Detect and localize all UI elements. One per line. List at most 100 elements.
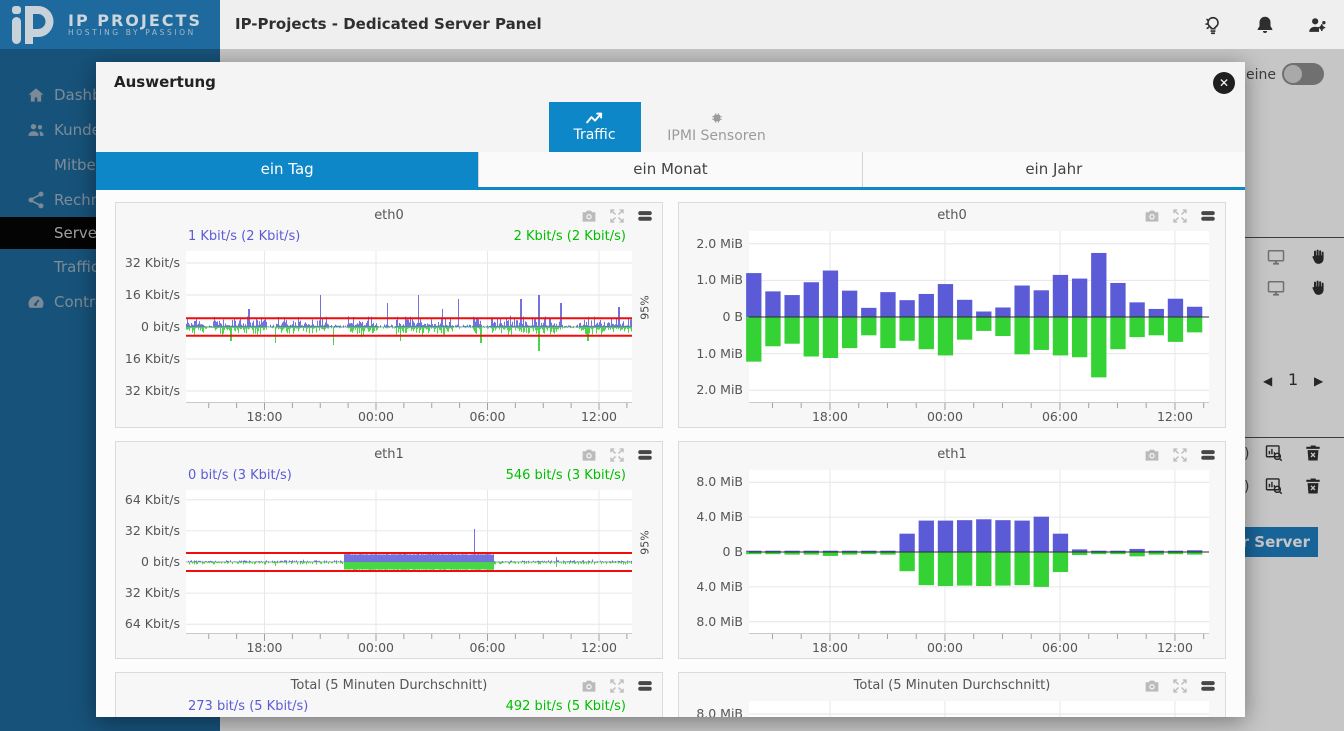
chart-body: 64 Kbit/s32 Kbit/s0 bit/s32 Kbit/s64 Kbi… <box>116 490 662 634</box>
chart-legend: 273 bit/s (5 Kbit/s) 492 bit/s (5 Kbit/s) <box>116 699 662 717</box>
camera-icon[interactable] <box>1143 446 1161 464</box>
chart-plot <box>749 701 1209 717</box>
lightbulb-icon[interactable] <box>1202 14 1224 36</box>
y-tick-label: 32 Kbit/s <box>118 255 180 270</box>
x-tick-label: 06:00 <box>1036 640 1084 655</box>
close-icon[interactable]: ✕ <box>1213 72 1235 94</box>
chart-plot: 18:0000:0006:0012:00 <box>749 231 1209 403</box>
x-tick-label: 00:00 <box>352 640 400 655</box>
camera-icon[interactable] <box>580 207 598 225</box>
percentile-label: 95% <box>639 528 652 558</box>
chart-yaxis: 8.0 MiB4.0 MiB0 B4.0 MiB8.0 MiB <box>679 470 749 634</box>
camera-icon[interactable] <box>1143 207 1161 225</box>
chart-body: 32 Kbit/s16 Kbit/s0 bit/s16 Kbit/s32 Kbi… <box>116 251 662 403</box>
user-settings-icon[interactable] <box>1306 14 1328 36</box>
legend-inbound: 1 Kbit/s (2 Kbit/s) <box>188 229 300 249</box>
chart-panel-header: Total (5 Minuten Durchschnitt) <box>679 673 1225 699</box>
x-tick-label: 12:00 <box>575 640 623 655</box>
chart-body: 2.0 MiB1.0 MiB0 B1.0 MiB2.0 MiB18:0000:0… <box>679 231 1225 403</box>
y-tick-label: 2.0 MiB <box>681 236 743 251</box>
menu-icon[interactable] <box>1199 677 1217 695</box>
x-tick-label: 12:00 <box>1151 640 1199 655</box>
y-tick-label: 8.0 MiB <box>681 706 743 717</box>
chart-legend: 1 Kbit/s (2 Kbit/s) 2 Kbit/s (2 Kbit/s) <box>116 229 662 249</box>
logo-name: IP PROJECTS <box>68 12 202 30</box>
camera-icon[interactable] <box>1143 677 1161 695</box>
x-tick-label: 06:00 <box>1036 409 1084 424</box>
x-tick-label: 06:00 <box>463 640 511 655</box>
modal-header: Auswertung ✕ <box>96 62 1245 102</box>
tab-label: IPMI Sensoren <box>667 128 765 144</box>
menu-icon[interactable] <box>1199 207 1217 225</box>
y-tick-label: 32 Kbit/s <box>118 523 180 538</box>
expand-icon[interactable] <box>608 207 626 225</box>
y-tick-label: 32 Kbit/s <box>118 585 180 600</box>
chart-canvas-eth0-volume <box>749 231 1209 413</box>
expand-icon[interactable] <box>1171 446 1189 464</box>
expand-icon[interactable] <box>1171 677 1189 695</box>
period-subtabs: ein Tag ein Monat ein Jahr <box>96 152 1245 190</box>
x-tick-label: 00:00 <box>921 640 969 655</box>
y-tick-label: 1.0 MiB <box>681 272 743 287</box>
app-logo[interactable]: IP PROJECTS HOSTING BY PASSION <box>0 0 220 49</box>
chart-panel-header: Total (5 Minuten Durchschnitt) <box>116 673 662 699</box>
chart-body: 8.0 MiB <box>679 701 1225 717</box>
subtab-ein-tag[interactable]: ein Tag <box>96 152 478 187</box>
y-tick-label: 4.0 MiB <box>681 579 743 594</box>
subtab-ein-jahr[interactable]: ein Jahr <box>862 152 1245 187</box>
tab-ipmi-sensoren[interactable]: IPMI Sensoren <box>641 102 793 152</box>
chart-canvas-eth0-rate <box>186 251 632 413</box>
percentile-label: 95% <box>639 293 652 323</box>
expand-icon[interactable] <box>1171 207 1189 225</box>
chart-panel-header: eth1 <box>116 442 662 468</box>
chart-plot: 95%18:0000:0006:0012:00 <box>186 490 632 634</box>
chart-canvas-eth1-volume <box>749 470 1209 644</box>
y-tick-label: 32 Kbit/s <box>118 383 180 398</box>
chart-panel-header: eth1 <box>679 442 1225 468</box>
chart-panel-header: eth0 <box>116 203 662 229</box>
legend-inbound: 273 bit/s (5 Kbit/s) <box>188 699 308 717</box>
menu-icon[interactable] <box>1199 446 1217 464</box>
chart-canvas-total-volume <box>749 701 1209 717</box>
menu-icon[interactable] <box>636 446 654 464</box>
tab-traffic[interactable]: Traffic <box>549 102 641 152</box>
camera-icon[interactable] <box>580 677 598 695</box>
legend-outbound: 492 bit/s (5 Kbit/s) <box>506 699 626 717</box>
bell-icon[interactable] <box>1254 14 1276 36</box>
y-tick-label: 0 B <box>681 309 743 324</box>
y-tick-label: 64 Kbit/s <box>118 616 180 631</box>
subtab-ein-monat[interactable]: ein Monat <box>478 152 861 187</box>
y-tick-label: 8.0 MiB <box>681 614 743 629</box>
chart-panel-total-volume: Total (5 Minuten Durchschnitt) 8.0 MiB <box>678 672 1226 717</box>
expand-icon[interactable] <box>608 677 626 695</box>
expand-icon[interactable] <box>608 446 626 464</box>
chart-body: 8.0 MiB4.0 MiB0 B4.0 MiB8.0 MiB18:0000:0… <box>679 470 1225 634</box>
chart-toolbar <box>580 677 654 695</box>
charts-grid: eth01 Kbit/s (2 Kbit/s) 2 Kbit/s (2 Kbit/… <box>96 190 1245 717</box>
chart-yaxis: 64 Kbit/s32 Kbit/s0 bit/s32 Kbit/s64 Kbi… <box>116 490 186 634</box>
y-tick-label: 1.0 MiB <box>681 346 743 361</box>
legend-outbound: 2 Kbit/s (2 Kbit/s) <box>514 229 626 249</box>
chart-panel-eth0-volume: eth02.0 MiB1.0 MiB0 B1.0 MiB2.0 MiB18:00… <box>678 202 1226 428</box>
logo-tagline: HOSTING BY PASSION <box>68 29 202 37</box>
x-tick-label: 00:00 <box>352 409 400 424</box>
screen: IP PROJECTS HOSTING BY PASSION IP-Projec… <box>0 0 1344 731</box>
menu-icon[interactable] <box>636 677 654 695</box>
chart-line-icon <box>584 111 606 125</box>
chart-toolbar <box>580 207 654 225</box>
chart-plot: 95%18:0000:0006:0012:00 <box>186 251 632 403</box>
chart-panel-eth1-volume: eth18.0 MiB4.0 MiB0 B4.0 MiB8.0 MiB18:00… <box>678 441 1226 659</box>
legend-outbound: 546 bit/s (3 Kbit/s) <box>506 468 626 488</box>
menu-icon[interactable] <box>636 207 654 225</box>
chart-panel-total-rate: Total (5 Minuten Durchschnitt)273 bit/s … <box>115 672 663 717</box>
charts-section: eth01 Kbit/s (2 Kbit/s) 2 Kbit/s (2 Kbit/… <box>96 190 1245 717</box>
chart-yaxis: 2.0 MiB1.0 MiB0 B1.0 MiB2.0 MiB <box>679 231 749 403</box>
chart-canvas-eth1-rate <box>186 490 632 644</box>
x-tick-label: 18:00 <box>240 409 288 424</box>
legend-inbound: 0 bit/s (3 Kbit/s) <box>188 468 292 488</box>
topbar-actions <box>1202 0 1328 49</box>
chip-icon <box>709 110 725 126</box>
chart-toolbar <box>1143 446 1217 464</box>
auswertung-modal: Auswertung ✕ Traffic IPMI Sensoren ein T… <box>96 62 1245 717</box>
camera-icon[interactable] <box>580 446 598 464</box>
